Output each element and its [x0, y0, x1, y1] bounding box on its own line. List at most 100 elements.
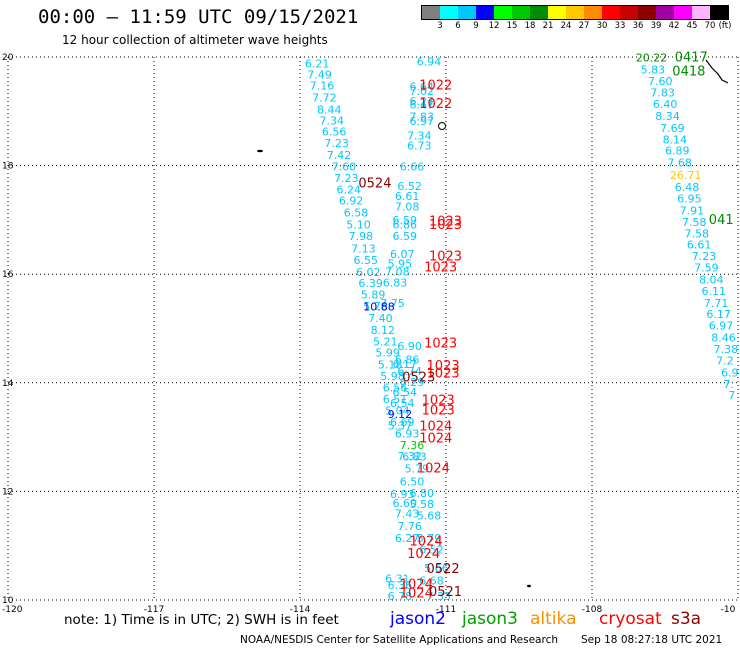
scale-box [584, 6, 602, 19]
wave-height-label: 7.16 [310, 80, 335, 93]
pass-time-label: 1022 [419, 79, 452, 94]
wave-height-label: 5.04 [385, 404, 410, 417]
wave-height-label: 7.23 [692, 250, 717, 263]
wave-height-label: 6.74 [397, 365, 422, 378]
wave-height-label: 6.52 [397, 180, 422, 193]
wave-height-label: 5.18 [378, 359, 403, 372]
wave-height-label: 6.64 [410, 81, 435, 94]
scale-label: 24 [560, 21, 572, 31]
pass-time-label: 0417 [675, 50, 708, 65]
pass-time-label: 1024 [400, 578, 433, 593]
wave-height-label: 7.42 [327, 149, 352, 162]
wave-height-label: 7.60 [332, 160, 357, 173]
wave-height-label: 6.69 [390, 416, 415, 429]
scale-label: 39 [650, 21, 662, 31]
wave-height-label: 20.22 [636, 51, 668, 64]
wave-height-label: 7.91 [680, 204, 705, 217]
wave-height-label: 26.71 [670, 169, 702, 182]
wave-height-label: 8.46 [711, 332, 736, 345]
wave-height-label: 6.58 [344, 207, 369, 220]
wave-height-label: 7.08 [385, 265, 410, 278]
coastline-segment [705, 59, 729, 84]
lon-tick-label: -111 [436, 605, 456, 615]
scale-box [656, 6, 674, 19]
pass-time-label: 1023 [429, 250, 462, 265]
wave-height-label: 7.23 [334, 172, 359, 185]
scale-box [566, 6, 584, 19]
wave-height-label: 6.52 [419, 543, 444, 556]
pass-time-label: 1023 [429, 214, 462, 229]
wave-height-label: 6.39 [358, 277, 383, 290]
wave-height-label: 7. [723, 378, 734, 391]
color-scale-labels: 3 6 9 12 15 18 21 24 27 30 33 36 39 42 45 70 (ft) [421, 20, 731, 32]
pass-time-label: 1022 [419, 97, 452, 112]
wave-height-label: 6.80 [410, 487, 435, 500]
wave-height-label: 6.59 [392, 230, 417, 243]
satellite-legend-item: jason2 [390, 609, 446, 629]
pass-time-label: 0521 [429, 585, 462, 600]
wave-height-label: 5.99 [375, 347, 400, 360]
wave-height-label: 6.24 [337, 183, 362, 196]
wave-height-label: 8.34 [655, 110, 680, 123]
satellite-legend-item: jason3 [462, 609, 518, 629]
scale-label: 45 [686, 21, 698, 31]
wave-height-label: 8.14 [663, 133, 688, 146]
wave-height-label: 7.36 [400, 439, 425, 452]
updated-timestamp: Sep 18 08:27:18 UTC 2021 [581, 634, 723, 646]
scale-box [422, 6, 440, 19]
wave-height-label: 7.34 [407, 130, 432, 143]
wave-height-label: 6.55 [354, 254, 379, 267]
lon-tick-label: -10 [721, 605, 736, 615]
wave-height-label: 7.76 [397, 520, 422, 533]
pass-time-label: 0524 [358, 176, 391, 191]
wave-height-label: 6.17 [392, 358, 417, 371]
wave-height-label: 6.27 [395, 532, 420, 545]
wave-height-label: 7.68 [667, 157, 692, 170]
wave-height-label: 6.66 [400, 160, 425, 173]
wave-height-label: 6.83 [402, 450, 427, 463]
wave-height-label: 7.2 [716, 354, 734, 367]
wave-height-label: 6.11 [702, 285, 727, 298]
lat-tick-label: 10 [2, 596, 14, 606]
pass-time-label: 1023 [429, 218, 462, 233]
wave-height-label: 7.58 [684, 227, 709, 240]
wave-height-label: 6.36 [388, 579, 413, 592]
scale-box [494, 6, 512, 19]
wave-height-label: 6.93 [390, 488, 415, 501]
wave-height-label: 6.93 [395, 428, 420, 441]
pass-time-label: 1023 [422, 403, 455, 418]
scale-box [476, 6, 494, 19]
scale-label: 3 [437, 21, 443, 31]
wave-height-label: 5.37 [388, 419, 413, 432]
wave-height-label: 5.21 [373, 335, 398, 348]
wave-height-label: 7 [728, 389, 735, 402]
wave-height-label: 6.95 [677, 193, 702, 206]
wave-height-label: 6.94 [417, 56, 442, 69]
scale-label: 27 [578, 21, 590, 31]
wave-height-label: 5.76 [363, 300, 388, 313]
pass-time-label: 1024 [419, 420, 452, 435]
scale-label: 18 [524, 21, 536, 31]
pass-time-label: 1024 [407, 547, 440, 562]
pass-time-label: 0523 [402, 371, 435, 386]
wave-height-label: 7.38 [714, 343, 739, 356]
wave-height-label: 6.56 [322, 126, 347, 139]
credit-line: NOAA/NESDIS Center for Satellite Applica… [240, 634, 558, 646]
wave-height-label: 7.71 [704, 297, 729, 310]
lat-tick-label: 18 [2, 162, 14, 172]
wave-height-label: 7.43 [395, 507, 420, 520]
wave-height-label: 6.92 [339, 195, 364, 208]
scale-label: 6 [455, 21, 461, 31]
pass-time-label: 1023 [427, 359, 460, 374]
scale-box [620, 6, 638, 19]
lat-tick-label: 12 [2, 487, 13, 497]
island-marker [257, 149, 263, 153]
wave-height-label: 8.12 [371, 324, 396, 337]
wave-height-label: 6.51 [383, 393, 408, 406]
wave-height-label: 5.95 [388, 258, 413, 271]
scale-box [674, 6, 692, 19]
wave-height-label: 5.66 [424, 562, 449, 575]
wave-height-label: 9.12 [388, 408, 413, 421]
wave-height-label: 7.02 [410, 85, 435, 98]
